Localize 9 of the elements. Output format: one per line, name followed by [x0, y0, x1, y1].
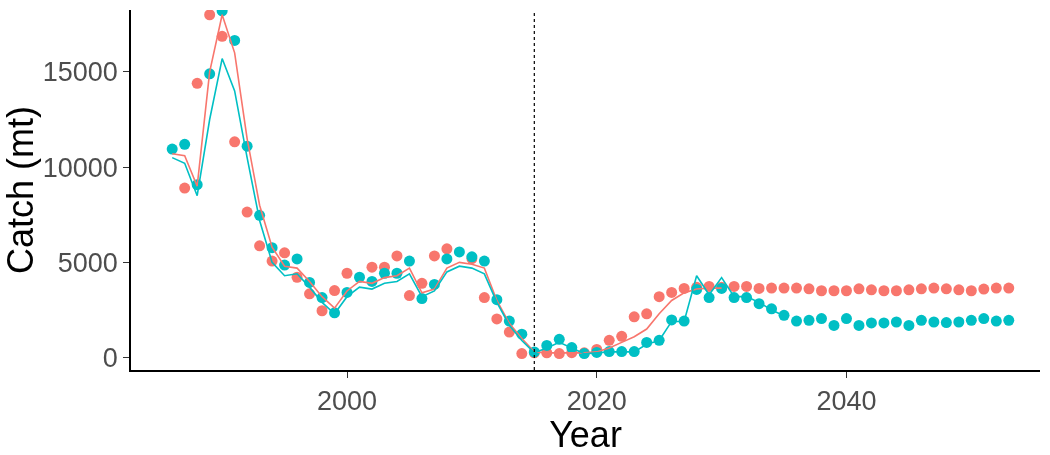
x-tick-label: 2000: [316, 386, 378, 417]
x-tick-label: 2040: [816, 386, 877, 417]
y-tick-label: 10000: [42, 152, 118, 183]
y-tick-label: 0: [102, 343, 118, 374]
y-tick-label: 5000: [57, 247, 118, 278]
x-tick-label: 2020: [566, 386, 627, 417]
y-tick-label: 15000: [42, 57, 118, 88]
x-axis-title: Year: [549, 414, 622, 455]
y-axis-title: Catch (mt): [0, 105, 41, 275]
